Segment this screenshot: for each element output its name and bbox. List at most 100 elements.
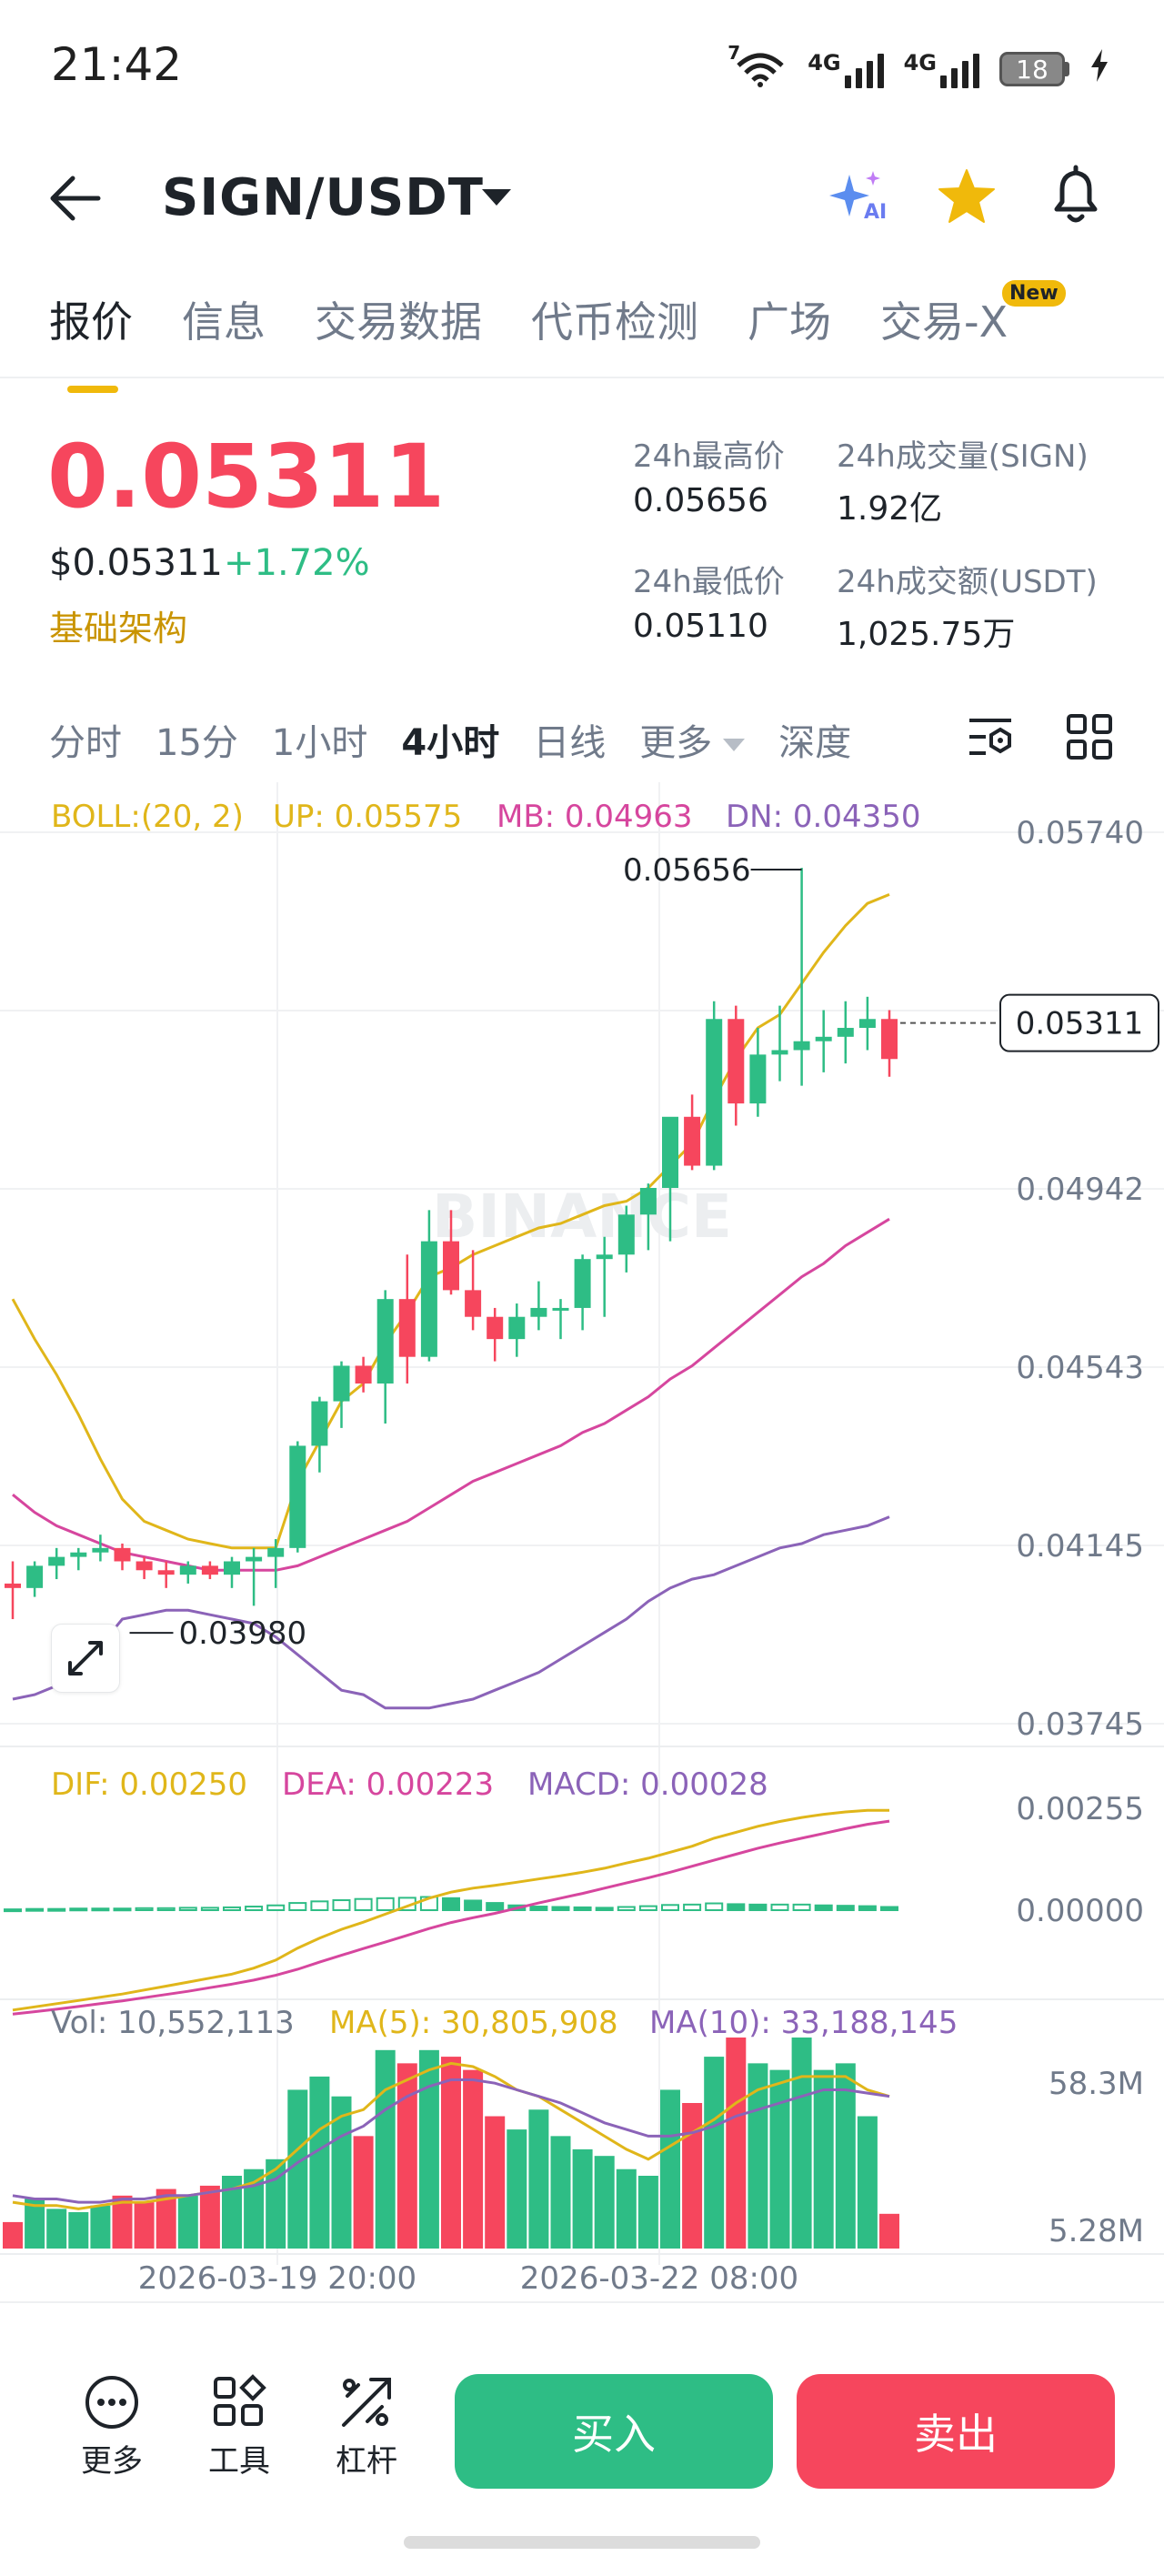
interval-15m[interactable]: 15分 bbox=[156, 722, 238, 764]
tab-square[interactable]: 广场 bbox=[748, 297, 831, 347]
bottom-separator bbox=[0, 2301, 1164, 2303]
leverage-label: 杠杆 bbox=[336, 2443, 397, 2480]
macd-bar bbox=[376, 1897, 395, 1911]
candle bbox=[333, 1361, 350, 1428]
candle bbox=[639, 1183, 657, 1251]
buy-button[interactable]: 买入 bbox=[455, 2374, 773, 2489]
tab-token-check[interactable]: 代币检测 bbox=[531, 297, 698, 347]
macd-bar bbox=[288, 1902, 307, 1911]
current-price-box bbox=[999, 993, 1159, 1052]
candle-body bbox=[881, 1019, 898, 1060]
interval-more[interactable]: 更多 bbox=[639, 713, 746, 766]
interval-bar: 分时 15分 1小时 4小时 日线 更多 深度 bbox=[49, 713, 885, 766]
battery-icon: 18 bbox=[999, 52, 1069, 86]
volume-bar bbox=[177, 2195, 198, 2249]
macd-bar bbox=[727, 1903, 746, 1911]
candle bbox=[596, 1236, 613, 1317]
last-price: 0.05311 bbox=[47, 426, 446, 528]
candle bbox=[684, 1094, 701, 1171]
candle bbox=[749, 1028, 767, 1117]
volume-bar bbox=[222, 2176, 242, 2249]
interval-time-share[interactable]: 分时 bbox=[49, 722, 122, 764]
favorite-star-icon[interactable] bbox=[937, 167, 997, 229]
interval-more-label: 更多 bbox=[639, 722, 713, 764]
tab-trading-data[interactable]: 交易数据 bbox=[315, 297, 482, 347]
candle bbox=[858, 996, 876, 1051]
macd-value: MACD: 0.00028 bbox=[527, 1766, 768, 1803]
expand-chart-button[interactable] bbox=[51, 1624, 120, 1693]
candle-body bbox=[684, 1116, 701, 1166]
volume-bar bbox=[156, 2189, 176, 2249]
volume-bar bbox=[660, 2089, 680, 2249]
volume-ma5: MA(5): 30,805,908 bbox=[329, 2005, 618, 2041]
candle bbox=[771, 1005, 788, 1082]
macd-bar bbox=[814, 1904, 833, 1911]
candle bbox=[617, 1205, 635, 1273]
volume-panel: 58.3M 5.28M bbox=[3, 2038, 1144, 2249]
candle-body bbox=[530, 1307, 547, 1317]
price-axis: 0.057400.053410.049420.045430.041450.037… bbox=[1016, 815, 1144, 1743]
turnover-value: 1,025.75万 bbox=[837, 616, 1016, 653]
candle bbox=[662, 1116, 678, 1242]
chart-settings-icon[interactable] bbox=[966, 713, 1017, 764]
volume-bar bbox=[134, 2202, 155, 2249]
volume-bar bbox=[244, 2168, 265, 2249]
interval-1d[interactable]: 日线 bbox=[533, 722, 607, 764]
macd-bar bbox=[705, 1902, 724, 1911]
pair-title[interactable]: SIGN/USDT bbox=[162, 168, 484, 227]
candle bbox=[355, 1356, 372, 1393]
macd-bar bbox=[683, 1903, 702, 1911]
candle bbox=[179, 1561, 196, 1584]
time-axis: 2026-03-19 20:00 2026-03-22 08:00 bbox=[138, 2260, 798, 2297]
network-2: 4G bbox=[904, 50, 979, 88]
leverage-button[interactable]: 杠杆 bbox=[316, 2374, 416, 2480]
macd-bar bbox=[792, 1903, 811, 1911]
price-axis-label: 0.04543 bbox=[1016, 1350, 1144, 1386]
tools-button[interactable]: 工具 bbox=[189, 2374, 289, 2480]
candle-body bbox=[289, 1445, 306, 1548]
more-button[interactable]: 更多 bbox=[62, 2374, 162, 2480]
candle-body bbox=[201, 1565, 218, 1575]
turnover-label: 24h成交额(USDT) bbox=[837, 564, 1098, 600]
interval-1h[interactable]: 1小时 bbox=[271, 722, 368, 764]
depth-tab[interactable]: 深度 bbox=[778, 722, 852, 764]
ai-sparkle-icon[interactable]: AI bbox=[829, 169, 893, 227]
macd-bar bbox=[332, 1899, 351, 1912]
battery-level: 18 bbox=[999, 52, 1065, 86]
candle-body bbox=[114, 1547, 131, 1562]
layout-grid-icon[interactable] bbox=[1066, 713, 1113, 764]
volume-ma10: MA(10): 33,188,145 bbox=[649, 2005, 958, 2041]
usd-price: $0.05311 bbox=[49, 542, 223, 584]
sell-button[interactable]: 卖出 bbox=[797, 2374, 1115, 2489]
tab-info[interactable]: 信息 bbox=[182, 297, 266, 347]
candle-body bbox=[26, 1565, 44, 1588]
bell-icon[interactable] bbox=[1046, 164, 1106, 231]
interval-4h[interactable]: 4小时 bbox=[401, 722, 500, 764]
volume-bar bbox=[309, 2076, 330, 2249]
macd-bar bbox=[47, 1907, 66, 1912]
candle-body bbox=[771, 1050, 788, 1055]
price-markers: 0.05311 0.05656 0.03980 bbox=[129, 852, 1159, 1652]
macd-bar bbox=[617, 1906, 636, 1912]
macd-bar bbox=[178, 1907, 197, 1912]
candle bbox=[201, 1561, 218, 1580]
candle bbox=[793, 868, 810, 1086]
macd-bar bbox=[135, 1907, 154, 1912]
candle bbox=[114, 1543, 131, 1571]
volume-bar bbox=[748, 2063, 768, 2249]
kline-chart[interactable]: BINANCE 0.057400.053410.049420.045430.04… bbox=[0, 782, 1164, 2301]
chart-grid bbox=[0, 782, 1164, 2265]
candle-body bbox=[5, 1583, 21, 1588]
pair-dropdown-caret-icon[interactable] bbox=[482, 189, 511, 206]
tab-quote[interactable]: 报价 bbox=[49, 289, 133, 393]
category-tag[interactable]: 基础架构 bbox=[49, 609, 188, 649]
volume-bar bbox=[112, 2195, 133, 2249]
tab-trade-x[interactable]: 交易-X bbox=[880, 297, 1008, 347]
macd-bar bbox=[156, 1907, 176, 1912]
back-arrow-icon[interactable] bbox=[47, 173, 102, 227]
volume-label: 24h成交量(SIGN) bbox=[837, 438, 1089, 475]
volume-bar bbox=[199, 2185, 220, 2249]
volume-current: Vol: 10,552,113 bbox=[51, 2005, 295, 2041]
macd-bar bbox=[880, 1906, 898, 1912]
boll-label[interactable]: BOLL:(20, 2) bbox=[51, 799, 244, 835]
